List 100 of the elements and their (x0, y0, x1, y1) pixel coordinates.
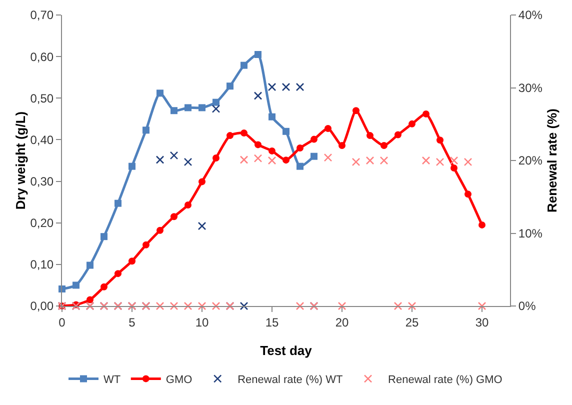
x-tick-label: 0 (58, 315, 66, 330)
point (282, 156, 290, 164)
point (436, 136, 444, 144)
point (240, 62, 248, 69)
point (268, 147, 276, 154)
point (198, 222, 206, 230)
y-tick-label: 0,20 (30, 216, 54, 230)
x-tick-label: 15 (265, 315, 279, 330)
point (296, 302, 304, 310)
point (268, 82, 276, 92)
point (268, 156, 276, 165)
point (128, 258, 136, 265)
point (156, 156, 164, 164)
point (422, 110, 430, 118)
x-tick-label: 10 (195, 315, 209, 330)
legend-label: Renewal rate (%) GMO (388, 374, 503, 386)
point (254, 141, 262, 148)
point (184, 201, 192, 208)
point (450, 164, 458, 172)
point (296, 82, 304, 92)
point (170, 151, 178, 160)
x-tick-label: 30 (475, 315, 489, 330)
point (478, 302, 486, 310)
point (394, 302, 402, 310)
y2-tick-label: 10% (518, 226, 543, 240)
point (352, 107, 360, 114)
point (170, 302, 178, 310)
x-axis-title: Test day (260, 343, 313, 358)
point (240, 156, 248, 164)
legend-label: WT (104, 374, 121, 386)
point (324, 153, 332, 162)
point (198, 104, 206, 112)
y2-tick-label: 40% (518, 8, 543, 22)
y2-axis-title: Renewal rate (%) (544, 108, 560, 213)
point (366, 156, 374, 165)
point (100, 283, 108, 290)
point (170, 107, 178, 114)
point (254, 92, 262, 100)
point (184, 158, 192, 166)
point (254, 154, 262, 162)
point (184, 302, 192, 310)
point (170, 213, 178, 220)
point (450, 156, 458, 165)
point (282, 128, 290, 135)
x-tick-label: 5 (128, 315, 136, 330)
point (310, 136, 318, 143)
point (464, 190, 472, 198)
point (86, 262, 94, 269)
point (198, 178, 206, 186)
x-tick-label: 25 (405, 315, 419, 330)
point (212, 154, 220, 162)
point (156, 302, 164, 310)
point (310, 152, 318, 160)
point (422, 156, 430, 165)
point (324, 124, 332, 132)
point (72, 282, 80, 289)
point (226, 82, 234, 90)
legend-label: GMO (166, 374, 193, 386)
point (338, 142, 346, 150)
point (240, 130, 248, 137)
y-tick-label: 0,60 (30, 50, 54, 64)
point (156, 226, 164, 234)
legend-label: Renewal rate (%) WT (238, 374, 344, 386)
y-tick-label: 0,50 (30, 91, 54, 106)
point (282, 82, 290, 92)
point (128, 162, 136, 170)
y-tick-label: 0,40 (30, 132, 54, 147)
point (100, 233, 108, 240)
point (86, 296, 94, 304)
point (352, 158, 360, 166)
point (380, 142, 388, 150)
point (394, 131, 402, 138)
point (142, 126, 150, 134)
point (184, 104, 192, 112)
point (296, 144, 304, 152)
point (114, 270, 122, 278)
point (366, 132, 374, 140)
y-axis-title: Dry weight (g/L) (13, 111, 28, 210)
y-tick-label: 0,00 (30, 299, 54, 314)
point (408, 120, 416, 128)
point (156, 90, 164, 97)
x-tick-label: 20 (335, 315, 349, 330)
point (436, 158, 444, 166)
point (226, 132, 234, 140)
point (408, 302, 416, 310)
point (268, 113, 276, 120)
point (212, 104, 220, 113)
point (240, 302, 248, 310)
point (114, 200, 122, 207)
y2-tick-label: 0% (518, 299, 536, 314)
point (380, 156, 388, 165)
y2-tick-label: 30% (518, 80, 543, 95)
point (212, 302, 220, 310)
y-tick-label: 0,70 (30, 8, 54, 22)
point (142, 241, 150, 248)
point (254, 50, 262, 58)
y2-tick-label: 20% (518, 154, 543, 168)
point (464, 158, 472, 166)
y-tick-label: 0,30 (30, 174, 54, 188)
point (198, 302, 206, 310)
